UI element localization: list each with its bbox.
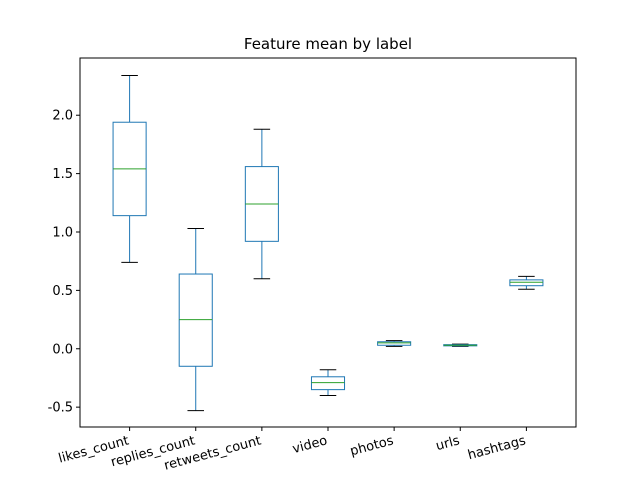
box-retweets-count: [244, 128, 279, 280]
box-photos: [377, 340, 412, 347]
y-axis: -0.5 0.0 0.5 1.0 1.5 2.0: [48, 109, 80, 416]
box-urls: [443, 343, 478, 347]
y-tick-label: 0.0: [52, 342, 73, 357]
y-tick-label: -0.5: [48, 401, 73, 416]
plot-area: [112, 75, 544, 412]
y-tick-label: 1.0: [52, 225, 73, 240]
iqr-box: [310, 376, 346, 391]
iqr-box: [509, 279, 544, 287]
y-tick-label: 1.5: [52, 167, 73, 182]
y-tick-label: 0.5: [52, 284, 73, 299]
y-tick-label: 2.0: [52, 109, 73, 124]
box-replies-count: [178, 227, 213, 412]
x-tick-label: photos: [349, 433, 396, 459]
x-tick-label: urls: [434, 433, 461, 454]
box-video: [310, 369, 346, 396]
iqr-box: [377, 341, 412, 346]
x-tick-label: video: [291, 433, 329, 457]
box-hashtags: [509, 275, 544, 290]
iqr-box: [178, 273, 213, 367]
x-tick-label: hashtags: [466, 433, 527, 463]
axes-frame: [79, 57, 577, 428]
box-likes-count: [112, 75, 147, 263]
chart-title: Feature mean by label: [244, 35, 412, 53]
